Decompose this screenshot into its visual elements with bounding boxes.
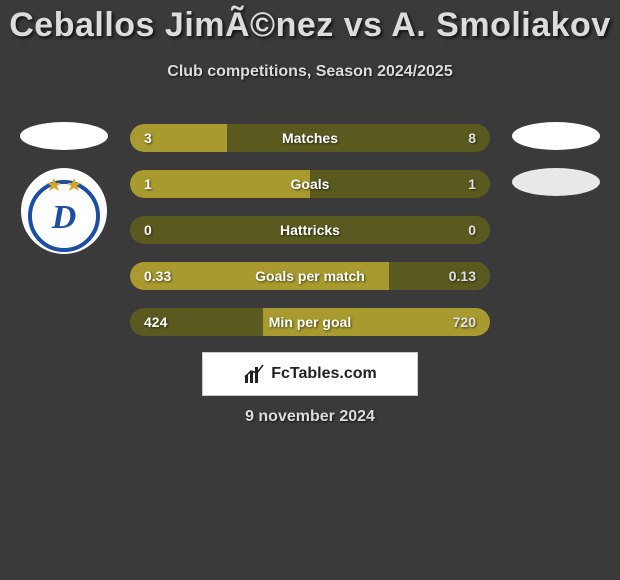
right-badge-column	[512, 122, 600, 254]
brand-chart-icon	[243, 363, 265, 385]
stat-row: 0Hattricks0	[130, 216, 490, 244]
date-text: 9 november 2024	[0, 408, 620, 426]
player-ellipse-right-2	[512, 168, 600, 196]
player-ellipse-left	[20, 122, 108, 150]
stat-row: 0.33Goals per match0.13	[130, 262, 490, 290]
stat-right-value: 0	[468, 222, 476, 238]
stat-right-value: 0.13	[449, 268, 476, 284]
player-ellipse-right-1	[512, 122, 600, 150]
brand-box[interactable]: FcTables.com	[202, 352, 418, 396]
stat-label: Goals	[130, 176, 490, 192]
club-badge-left: D	[21, 168, 107, 254]
stat-label: Hattricks	[130, 222, 490, 238]
stats-container: 3Matches8 1Goals1 0Hattricks0 0.33Goals per…	[130, 124, 490, 336]
stat-label: Matches	[130, 130, 490, 146]
page-title: Ceballos JimÃ©nez vs A. Smoliakov	[0, 0, 620, 45]
svg-text:D: D	[51, 199, 77, 236]
stat-right-value: 720	[453, 314, 476, 330]
left-badge-column: D	[20, 122, 108, 254]
brand-text: FcTables.com	[271, 365, 377, 383]
stat-label: Min per goal	[130, 314, 490, 330]
stat-right-value: 1	[468, 176, 476, 192]
stat-label: Goals per match	[130, 268, 490, 284]
subtitle: Club competitions, Season 2024/2025	[0, 63, 620, 81]
dynamo-badge-icon: D	[21, 168, 107, 254]
stat-right-value: 8	[468, 130, 476, 146]
stat-row: 3Matches8	[130, 124, 490, 152]
stat-row: 1Goals1	[130, 170, 490, 198]
stat-row: 424Min per goal720	[130, 308, 490, 336]
